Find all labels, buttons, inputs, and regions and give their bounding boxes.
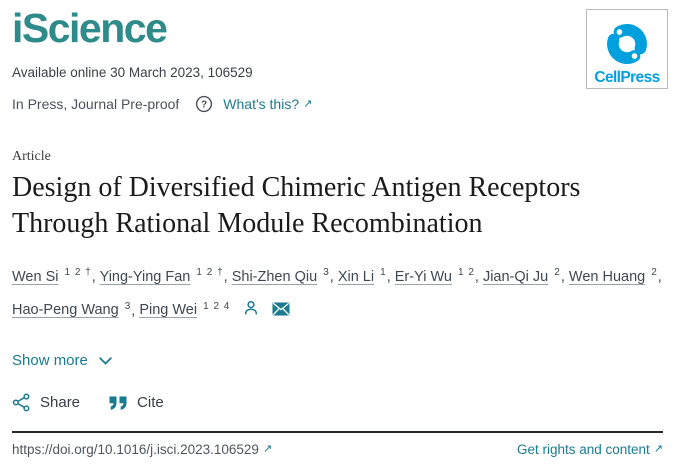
journal-logo[interactable]: iScience [12,5,168,51]
cellpress-wordmark: CellPress [594,68,660,86]
author-link[interactable]: Xin Li 1 [337,266,387,285]
author-link[interactable]: Ping Wei 1 2 4 [139,300,231,319]
footer-row: https://doi.org/10.1016/j.isci.2023.1065… [0,433,676,457]
available-online-text: Available online 30 March 2023, 106529 [12,65,253,80]
svg-text:?: ? [201,100,207,111]
doi-label: https://doi.org/10.1016/j.isci.2023.1065… [12,442,259,458]
top-bar: iScience Available online 30 March 2023,… [0,0,676,113]
person-icon[interactable] [243,297,259,327]
in-press-link[interactable]: In Press, Journal Pre-proof [12,96,180,112]
envelope-icon[interactable] [272,297,290,327]
article-header-page: iScience Available online 30 March 2023,… [0,0,676,457]
rights-label: Get rights and content [516,442,650,458]
whats-this-link[interactable]: What's this? ↗ [223,96,312,112]
cite-button[interactable]: Cite [108,394,164,411]
author-link[interactable]: Shi-Zhen Qiu 3 [231,266,330,285]
author-link[interactable]: Wen Huang 2 [568,266,658,285]
external-link-icon: ↗ [653,443,663,456]
article-type-label: Article [12,149,51,164]
rights-link[interactable]: Get rights and content ↗ [517,442,663,457]
cellpress-mark-icon [607,23,647,64]
doi-link[interactable]: https://doi.org/10.1016/j.isci.2023.1065… [12,442,272,457]
share-icon [12,393,30,412]
whats-this-label: What's this? [223,96,300,112]
share-button[interactable]: Share [12,393,80,412]
show-more-button[interactable]: Show more [12,352,112,369]
author-link[interactable]: Jian-Qi Ju 2 [482,266,561,285]
author-link[interactable]: Hao-Peng Wang 3 [12,300,132,319]
action-row: Share Cite [12,393,676,412]
in-press-row: In Press, Journal Pre-proof ? What's thi… [12,95,312,113]
cite-label: Cite [137,394,164,412]
help-question-icon[interactable]: ? [195,95,213,113]
external-link-icon: ↗ [303,97,313,110]
share-label: Share [40,394,81,412]
author-list: Wen Si 1 2 †, Ying-Ying Fan 1 2 †, Shi-Z… [12,266,662,319]
journal-block: iScience Available online 30 March 2023,… [12,8,312,113]
show-more-label: Show more [12,352,88,370]
external-link-icon: ↗ [262,443,273,456]
author-link[interactable]: Ying-Ying Fan 1 2 † [99,266,224,285]
article-title: Design of Diversified Chimeric Antigen R… [12,172,581,240]
author-list-row: Wen Si 1 2 †, Ying-Ying Fan 1 2 †, Shi-Z… [12,258,662,328]
chevron-down-icon [99,357,112,365]
divider [12,431,663,434]
author-link[interactable]: Er-Yi Wu 1 2 [394,266,475,285]
author-link[interactable]: Wen Si 1 2 † [12,266,92,285]
cite-quote-icon [109,396,127,410]
cellpress-logo[interactable]: CellPress [586,9,668,89]
